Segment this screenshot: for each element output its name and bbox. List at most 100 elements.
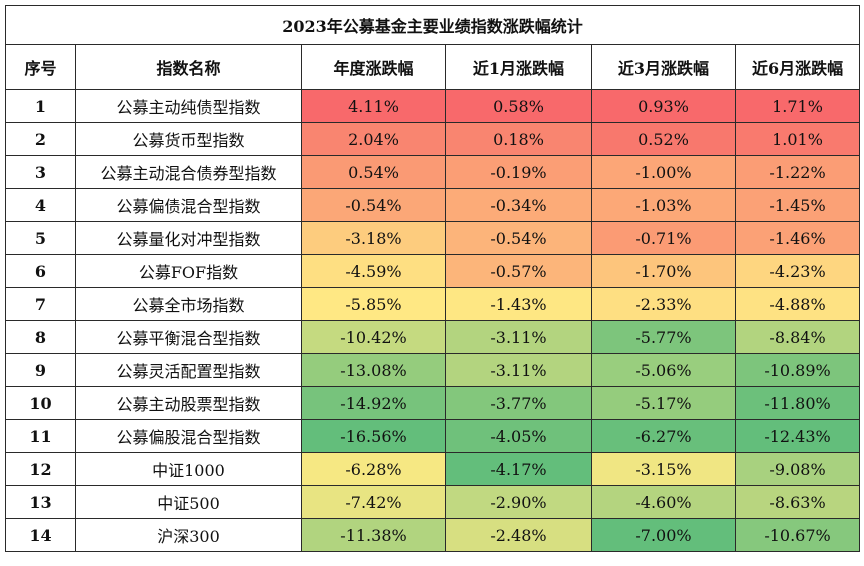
row-index-cell: 14 [5, 518, 76, 552]
change-3m-cell: -1.00% [591, 155, 736, 189]
row-index-cell: 5 [5, 221, 76, 255]
row-index-cell: 2 [5, 122, 76, 156]
annual-change-cell: -11.38% [301, 518, 446, 552]
change-3m-cell: 0.52% [591, 122, 736, 156]
table-row: 6 公募FOF指数 -4.59% -0.57% -1.70% -4.23% [5, 254, 861, 288]
change-1m-cell: -0.19% [445, 155, 592, 189]
annual-change-cell: -0.54% [301, 188, 446, 222]
change-1m-cell: -2.90% [445, 485, 592, 519]
index-name-cell: 沪深300 [75, 518, 302, 552]
index-name-cell: 公募主动混合债券型指数 [75, 155, 302, 189]
change-6m-cell: -10.67% [734, 518, 861, 552]
change-3m-cell: -4.60% [591, 485, 736, 519]
change-3m-cell: -7.00% [591, 518, 736, 552]
annual-change-cell: -14.92% [301, 386, 446, 420]
table-row: 13 中证500 -7.42% -2.90% -4.60% -8.63% [5, 485, 861, 519]
index-name-cell: 公募FOF指数 [75, 254, 302, 288]
change-1m-cell: -4.17% [445, 452, 592, 486]
change-1m-cell: -0.54% [445, 221, 592, 255]
header-1m-change: 近1月涨跌幅 [445, 44, 592, 90]
change-3m-cell: -1.70% [591, 254, 736, 288]
row-index-cell: 7 [5, 287, 76, 321]
annual-change-cell: -3.18% [301, 221, 446, 255]
row-index-cell: 11 [5, 419, 76, 453]
header-annual-change: 年度涨跌幅 [301, 44, 446, 90]
table-row: 12 中证1000 -6.28% -4.17% -3.15% -9.08% [5, 452, 861, 486]
change-1m-cell: 0.58% [445, 89, 592, 123]
index-name-cell: 公募灵活配置型指数 [75, 353, 302, 387]
change-1m-cell: -0.57% [445, 254, 592, 288]
change-3m-cell: -6.27% [591, 419, 736, 453]
index-name-cell: 公募平衡混合型指数 [75, 320, 302, 354]
change-6m-cell: 1.71% [734, 89, 861, 123]
row-index-cell: 10 [5, 386, 76, 420]
change-3m-cell: -5.77% [591, 320, 736, 354]
change-3m-cell: 0.93% [591, 89, 736, 123]
change-6m-cell: -12.43% [734, 419, 861, 453]
change-6m-cell: -9.08% [734, 452, 861, 486]
annual-change-cell: -6.28% [301, 452, 446, 486]
change-1m-cell: 0.18% [445, 122, 592, 156]
annual-change-cell: 0.54% [301, 155, 446, 189]
change-1m-cell: -3.77% [445, 386, 592, 420]
table-body: 1 公募主动纯债型指数 4.11% 0.58% 0.93% 1.71% 2 公募货币型指数 2.… [5, 89, 861, 552]
index-name-cell: 公募货币型指数 [75, 122, 302, 156]
change-1m-cell: -2.48% [445, 518, 592, 552]
change-3m-cell: -1.03% [591, 188, 736, 222]
change-1m-cell: -3.11% [445, 320, 592, 354]
index-name-cell: 公募偏股混合型指数 [75, 419, 302, 453]
change-3m-cell: -5.06% [591, 353, 736, 387]
annual-change-cell: 4.11% [301, 89, 446, 123]
table-row: 8 公募平衡混合型指数 -10.42% -3.11% -5.77% -8.84% [5, 320, 861, 354]
row-index-cell: 9 [5, 353, 76, 387]
annual-change-cell: 2.04% [301, 122, 446, 156]
annual-change-cell: -7.42% [301, 485, 446, 519]
table-row: 4 公募偏债混合型指数 -0.54% -0.34% -1.03% -1.45% [5, 188, 861, 222]
change-6m-cell: -4.88% [734, 287, 861, 321]
index-name-cell: 公募主动股票型指数 [75, 386, 302, 420]
row-index-cell: 1 [5, 89, 76, 123]
annual-change-cell: -10.42% [301, 320, 446, 354]
header-6m-change: 近6月涨跌幅 [734, 44, 861, 90]
change-6m-cell: -8.84% [734, 320, 861, 354]
table-row: 14 沪深300 -11.38% -2.48% -7.00% -10.67% [5, 518, 861, 552]
row-index-cell: 12 [5, 452, 76, 486]
row-index-cell: 4 [5, 188, 76, 222]
table-row: 5 公募量化对冲型指数 -3.18% -0.54% -0.71% -1.46% [5, 221, 861, 255]
index-name-cell: 公募主动纯债型指数 [75, 89, 302, 123]
change-6m-cell: -1.46% [734, 221, 861, 255]
header-index: 序号 [5, 44, 76, 90]
table-row: 2 公募货币型指数 2.04% 0.18% 0.52% 1.01% [5, 122, 861, 156]
row-index-cell: 6 [5, 254, 76, 288]
table-row: 9 公募灵活配置型指数 -13.08% -3.11% -5.06% -10.89% [5, 353, 861, 387]
change-1m-cell: -4.05% [445, 419, 592, 453]
change-6m-cell: -11.80% [734, 386, 861, 420]
annual-change-cell: -13.08% [301, 353, 446, 387]
change-3m-cell: -3.15% [591, 452, 736, 486]
row-index-cell: 13 [5, 485, 76, 519]
index-name-cell: 公募量化对冲型指数 [75, 221, 302, 255]
index-name-cell: 公募偏债混合型指数 [75, 188, 302, 222]
change-1m-cell: -0.34% [445, 188, 592, 222]
change-6m-cell: -10.89% [734, 353, 861, 387]
change-3m-cell: -2.33% [591, 287, 736, 321]
header-3m-change: 近3月涨跌幅 [591, 44, 736, 90]
table-row: 7 公募全市场指数 -5.85% -1.43% -2.33% -4.88% [5, 287, 861, 321]
table-row: 1 公募主动纯债型指数 4.11% 0.58% 0.93% 1.71% [5, 89, 861, 123]
table-container: 2023年公募基金主要业绩指数涨跌幅统计 序号 指数名称 年度涨跌幅 近1月涨跌… [4, 5, 861, 552]
change-6m-cell: -8.63% [734, 485, 861, 519]
change-3m-cell: -0.71% [591, 221, 736, 255]
row-index-cell: 3 [5, 155, 76, 189]
change-1m-cell: -1.43% [445, 287, 592, 321]
annual-change-cell: -4.59% [301, 254, 446, 288]
table-row: 10 公募主动股票型指数 -14.92% -3.77% -5.17% -11.80% [5, 386, 861, 420]
change-6m-cell: -1.22% [734, 155, 861, 189]
table-row: 11 公募偏股混合型指数 -16.56% -4.05% -6.27% -12.43% [5, 419, 861, 453]
change-3m-cell: -5.17% [591, 386, 736, 420]
table-title: 2023年公募基金主要业绩指数涨跌幅统计 [4, 5, 861, 45]
change-6m-cell: 1.01% [734, 122, 861, 156]
index-name-cell: 公募全市场指数 [75, 287, 302, 321]
performance-table: 2023年公募基金主要业绩指数涨跌幅统计 序号 指数名称 年度涨跌幅 近1月涨跌… [4, 5, 861, 552]
change-6m-cell: -1.45% [734, 188, 861, 222]
annual-change-cell: -5.85% [301, 287, 446, 321]
